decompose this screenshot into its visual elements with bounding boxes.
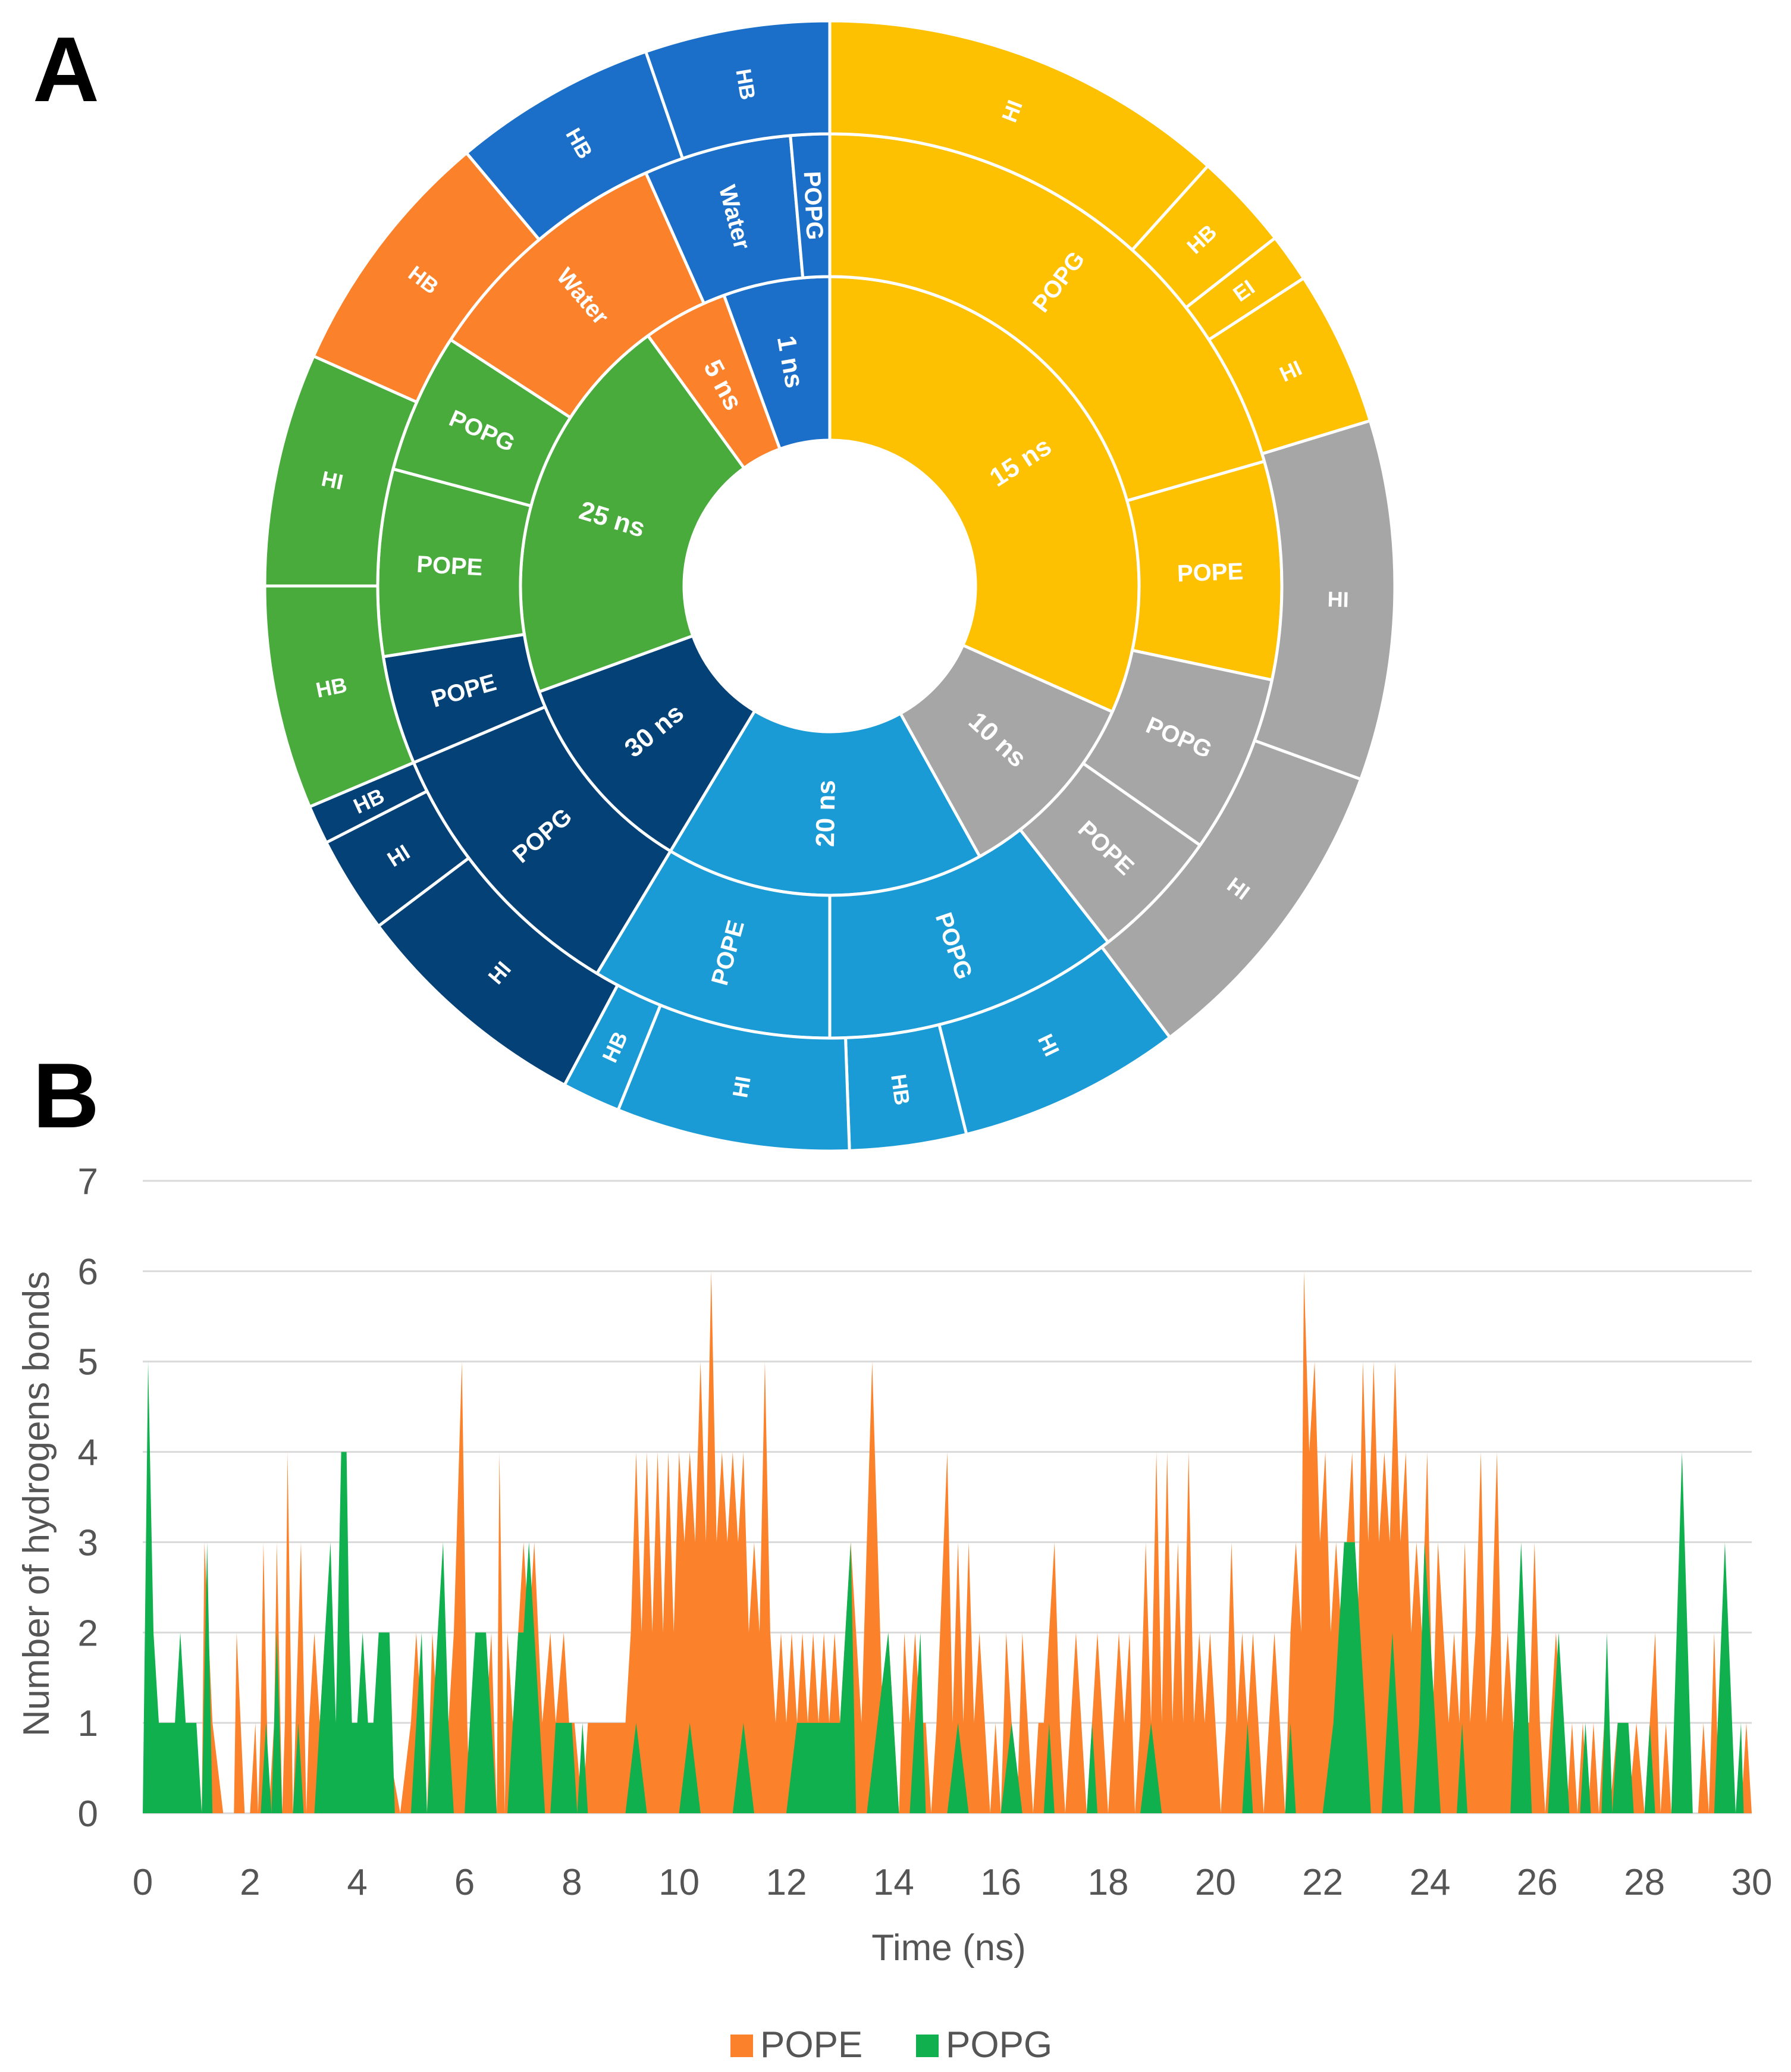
- x-tick-20: 20: [1195, 1862, 1236, 1903]
- area-popg: [143, 1361, 1752, 1813]
- sunburst-label-ring3-8: HB: [886, 1073, 915, 1106]
- x-ticks: 0 2 4 6 8 10 12 14 16 18 20 22 24 26 28 30: [133, 1862, 1773, 1903]
- y-tick-1: 1: [78, 1703, 98, 1744]
- y-tick-7: 7: [78, 1161, 98, 1202]
- legend: POPE POPG: [730, 2024, 1052, 2065]
- y-tick-4: 4: [78, 1432, 98, 1474]
- sunburst-label-ring3-18: HB: [731, 67, 760, 102]
- x-tick-14: 14: [873, 1862, 914, 1903]
- y-tick-5: 5: [78, 1342, 98, 1383]
- x-tick-0: 0: [133, 1862, 153, 1903]
- legend-label-pope: POPE: [760, 2024, 862, 2065]
- y-tick-2: 2: [78, 1613, 98, 1654]
- x-tick-2: 2: [240, 1862, 260, 1903]
- y-axis-label: Number of hydrogens bonds: [16, 1271, 57, 1736]
- sunburst-label-ring3-9: HI: [727, 1074, 755, 1100]
- sunburst-segment-ring3-1: [828, 19, 1210, 252]
- x-tick-16: 16: [980, 1862, 1021, 1903]
- x-tick-24: 24: [1410, 1862, 1451, 1903]
- sunburst-segment-ring3-18: [644, 19, 832, 161]
- legend-label-popg: POPG: [946, 2024, 1052, 2065]
- legend-swatch-pope: [730, 2035, 753, 2057]
- y-ticks: 0 1 2 3 4 5 6 7: [78, 1161, 98, 1835]
- x-tick-28: 28: [1624, 1862, 1665, 1903]
- sunburst-label-ring3-5: HI: [1327, 587, 1349, 612]
- sunburst-label-ring1-3: 20 ns: [811, 780, 841, 847]
- x-tick-6: 6: [454, 1862, 475, 1903]
- y-tick-3: 3: [78, 1522, 98, 1563]
- panel-label-b: B: [33, 1044, 99, 1147]
- x-tick-30: 30: [1732, 1862, 1773, 1903]
- sunburst-label-ring2-13: POPG: [799, 171, 828, 240]
- sunburst-label-ring2-2: POPE: [1177, 559, 1244, 587]
- sunburst-label-ring3-15: HI: [319, 466, 346, 494]
- x-tick-12: 12: [766, 1862, 807, 1903]
- x-tick-8: 8: [562, 1862, 582, 1903]
- x-tick-18: 18: [1088, 1862, 1129, 1903]
- y-tick-0: 0: [78, 1794, 98, 1835]
- area-series: [143, 1271, 1752, 1813]
- x-axis-label: Time (ns): [871, 1927, 1025, 1968]
- sunburst-label-ring2-9: POPE: [416, 551, 483, 581]
- x-tick-26: 26: [1517, 1862, 1558, 1903]
- sunburst-label-ring3-14: HB: [314, 672, 349, 703]
- legend-swatch-popg: [916, 2035, 939, 2057]
- x-tick-10: 10: [658, 1862, 700, 1903]
- panel-label-a: A: [33, 18, 99, 121]
- x-tick-4: 4: [347, 1862, 367, 1903]
- y-tick-6: 6: [78, 1252, 98, 1293]
- x-tick-22: 22: [1302, 1862, 1343, 1903]
